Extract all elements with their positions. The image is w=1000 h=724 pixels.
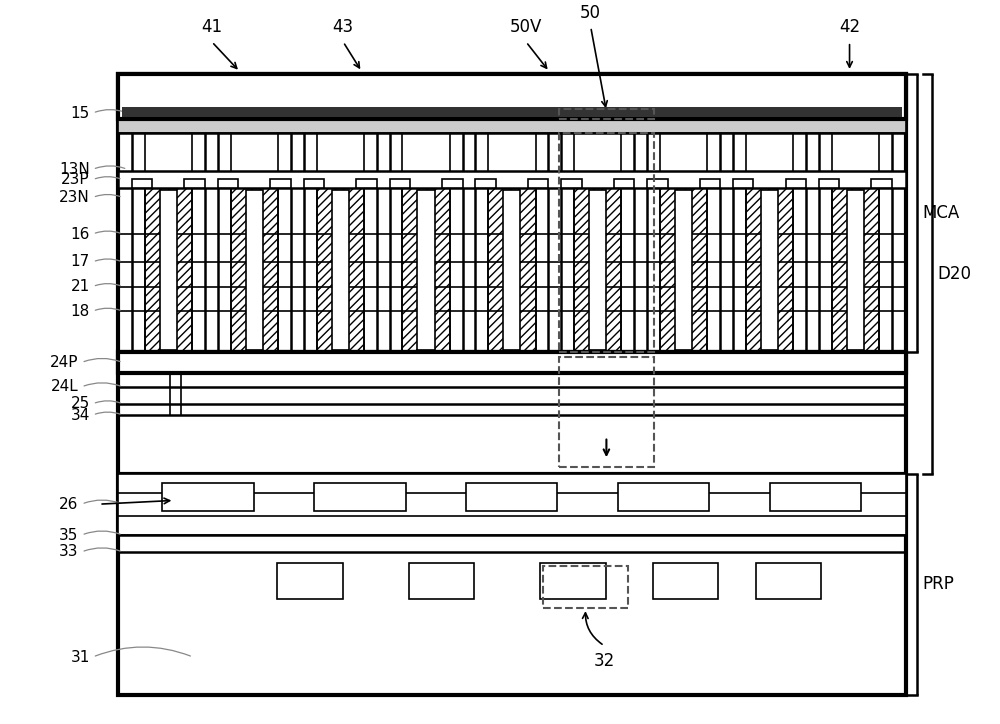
Text: 21: 21 — [71, 279, 90, 294]
Text: 24P: 24P — [50, 355, 79, 370]
Bar — [700, 179, 720, 188]
Bar — [160, 190, 177, 350]
Bar — [733, 179, 753, 188]
Text: 41: 41 — [201, 18, 222, 36]
Text: 24L: 24L — [51, 379, 79, 395]
Bar — [409, 563, 474, 599]
Bar — [871, 179, 892, 188]
Bar — [118, 171, 906, 188]
Bar — [317, 188, 364, 352]
Bar — [819, 179, 839, 188]
Bar — [304, 179, 324, 188]
Bar — [618, 483, 709, 511]
Bar — [675, 190, 692, 350]
Bar — [832, 188, 879, 352]
Text: 42: 42 — [839, 18, 860, 36]
Text: 18: 18 — [71, 303, 90, 319]
Bar — [559, 357, 654, 467]
Text: 13N: 13N — [59, 162, 90, 177]
Bar — [356, 179, 377, 188]
Bar — [589, 190, 606, 350]
Text: MCA: MCA — [923, 204, 960, 222]
Text: PRP: PRP — [923, 576, 955, 594]
Bar — [847, 190, 864, 350]
Bar — [503, 190, 520, 350]
Bar — [746, 188, 793, 352]
Text: 23P: 23P — [61, 172, 90, 187]
Bar — [332, 190, 349, 350]
Bar — [660, 188, 707, 352]
Text: 26: 26 — [59, 497, 79, 512]
Text: 23N: 23N — [59, 190, 90, 205]
Bar — [246, 190, 263, 350]
Bar — [647, 179, 668, 188]
Text: 50: 50 — [580, 4, 601, 22]
Bar — [559, 132, 654, 352]
Bar — [756, 563, 821, 599]
Bar — [122, 107, 902, 117]
Bar — [314, 483, 406, 511]
Bar — [118, 352, 906, 373]
Bar — [277, 563, 343, 599]
Bar — [475, 179, 496, 188]
Bar — [761, 190, 778, 350]
Bar — [184, 179, 205, 188]
Bar — [417, 190, 435, 350]
Text: 15: 15 — [71, 106, 90, 121]
Text: 34: 34 — [70, 408, 90, 423]
Bar — [118, 74, 906, 694]
Bar — [270, 179, 291, 188]
Bar — [561, 179, 582, 188]
Text: 31: 31 — [70, 649, 90, 665]
Bar — [162, 483, 254, 511]
Bar — [118, 474, 906, 535]
Text: 33: 33 — [59, 544, 79, 560]
Text: 32: 32 — [594, 652, 615, 670]
Bar — [653, 563, 718, 599]
Text: D20: D20 — [938, 265, 972, 283]
Bar — [132, 179, 152, 188]
Bar — [145, 188, 192, 352]
Bar — [218, 179, 238, 188]
Text: 17: 17 — [71, 254, 90, 269]
Text: 25: 25 — [71, 396, 90, 411]
Bar — [770, 483, 861, 511]
Bar — [540, 563, 606, 599]
Bar — [402, 188, 450, 352]
Text: 43: 43 — [333, 18, 354, 36]
Bar — [118, 119, 906, 132]
Bar — [390, 179, 410, 188]
Bar — [559, 109, 654, 119]
Bar — [442, 179, 463, 188]
Bar — [528, 179, 548, 188]
Bar — [786, 179, 806, 188]
Bar — [574, 188, 621, 352]
Text: 35: 35 — [59, 528, 79, 542]
Text: 16: 16 — [70, 227, 90, 242]
Bar — [231, 188, 278, 352]
Bar — [614, 179, 634, 188]
Bar — [543, 566, 628, 608]
Bar — [488, 188, 536, 352]
Text: 50V: 50V — [510, 18, 542, 36]
Bar — [118, 74, 906, 119]
Bar — [466, 483, 557, 511]
